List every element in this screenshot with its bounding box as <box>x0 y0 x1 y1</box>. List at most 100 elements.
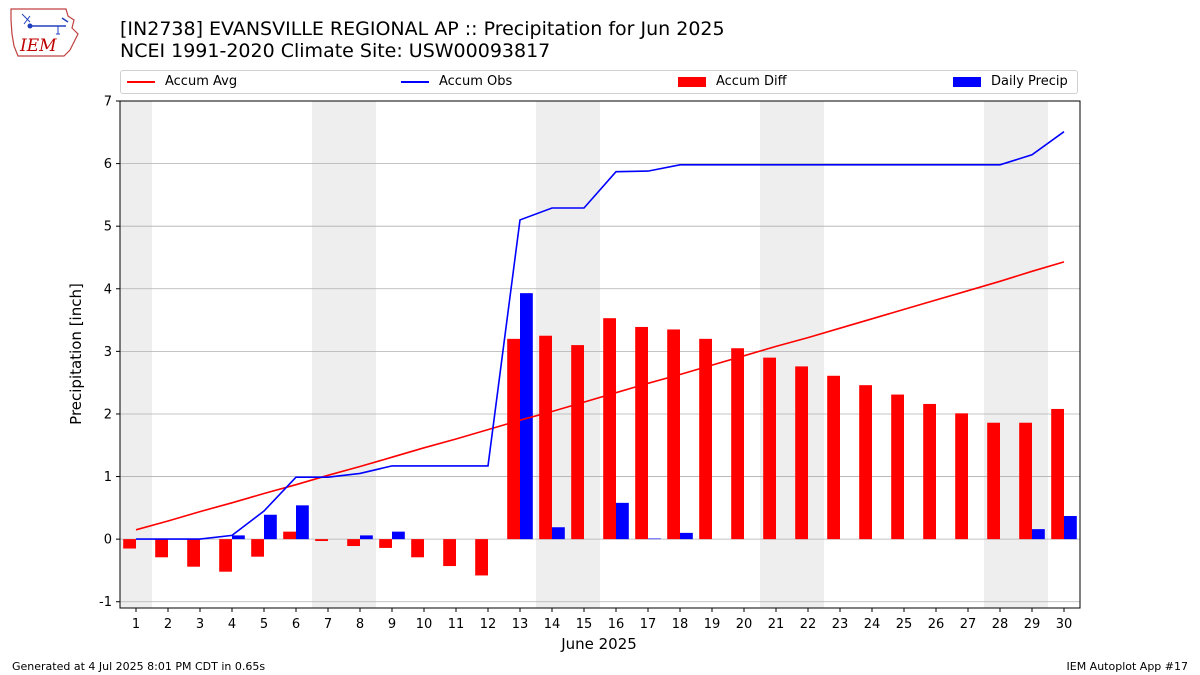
legend-item-daily-precip: Daily Precip <box>953 74 1068 90</box>
accum-diff-bar-day-18 <box>667 329 680 540</box>
legend-label-accum-obs: Accum Obs <box>439 74 513 89</box>
x-tick-label-20: 20 <box>736 617 753 632</box>
x-tick-label-7: 7 <box>324 617 332 632</box>
legend-swatch-daily-precip <box>953 77 981 87</box>
weekend-shade-day-7 <box>312 101 344 608</box>
accum-diff-bar-day-12 <box>475 539 488 576</box>
accum-diff-bar-day-24 <box>859 385 872 540</box>
accum-diff-bar-day-1 <box>123 539 136 549</box>
y-tick-label-6: 6 <box>104 157 112 172</box>
x-tick-label-13: 13 <box>512 617 529 632</box>
x-tick-label-24: 24 <box>864 617 881 632</box>
iem-logo: IEM <box>10 8 79 57</box>
x-tick-label-10: 10 <box>416 617 433 632</box>
footer-app: IEM Autoplot App #17 <box>1066 660 1189 673</box>
x-tick-label-23: 23 <box>832 617 849 632</box>
x-tick-label-12: 12 <box>480 617 497 632</box>
y-tick-label-7: 7 <box>104 95 112 110</box>
legend-label-daily-precip: Daily Precip <box>991 74 1068 89</box>
title-line-2: NCEI 1991-2020 Climate Site: USW00093817 <box>120 40 551 62</box>
accum-diff-bar-day-26 <box>923 403 936 540</box>
y-tick-label--1: -1 <box>99 595 112 610</box>
daily-precip-bar-day-5 <box>264 514 277 540</box>
x-tick-label-9: 9 <box>388 617 396 632</box>
x-tick-label-1: 1 <box>132 617 140 632</box>
daily-precip-bar-day-4 <box>232 535 245 540</box>
accum-diff-bar-day-16 <box>603 318 616 540</box>
accum-diff-bar-day-9 <box>379 539 392 548</box>
line-accum-obs <box>136 131 1065 540</box>
x-tick-label-17: 17 <box>640 617 657 632</box>
daily-precip-bar-day-17 <box>648 538 661 540</box>
legend-item-accum-obs: Accum Obs <box>401 74 512 90</box>
legend-label-accum-diff: Accum Diff <box>716 74 787 89</box>
x-tick-label-21: 21 <box>768 617 785 632</box>
accum-diff-bar-day-15 <box>571 345 584 540</box>
legend-label-accum-avg: Accum Avg <box>165 74 238 89</box>
x-tick-label-11: 11 <box>448 617 465 632</box>
weekend-shade-day-1 <box>120 101 152 608</box>
accum-diff-bar-day-10 <box>411 539 424 558</box>
accum-diff-bar-day-23 <box>827 375 840 540</box>
accum-diff-bar-day-29 <box>1019 422 1032 540</box>
logo-text: IEM <box>19 36 57 56</box>
y-tick-label-2: 2 <box>104 407 112 422</box>
chart-legend: Accum Avg Accum Obs Accum Diff Daily Pre… <box>120 70 1078 94</box>
x-tick-label-30: 30 <box>1056 617 1073 632</box>
accum-diff-bar-day-17 <box>635 326 648 540</box>
x-tick-label-29: 29 <box>1024 617 1041 632</box>
accum-diff-bar-day-7 <box>315 539 328 542</box>
y-tick-label-3: 3 <box>104 345 112 360</box>
daily-precip-bar-day-14 <box>552 527 565 540</box>
y-tick-label-1: 1 <box>104 470 112 485</box>
accum-diff-bar-day-30 <box>1051 408 1064 540</box>
x-tick-label-6: 6 <box>292 617 300 632</box>
daily-precip-bar-day-8 <box>360 535 373 540</box>
weekend-shade-day-8 <box>344 101 376 608</box>
x-tick-label-2: 2 <box>164 617 172 632</box>
accum-diff-bar-day-6 <box>283 531 296 540</box>
legend-swatch-accum-diff <box>678 77 706 87</box>
x-tick-label-15: 15 <box>576 617 593 632</box>
accum-diff-bar-day-22 <box>795 366 808 540</box>
daily-precip-bar-day-16 <box>616 502 629 540</box>
daily-precip-bar-day-13 <box>520 293 533 540</box>
accum-diff-bar-day-19 <box>699 338 712 540</box>
legend-item-accum-avg: Accum Avg <box>127 74 237 90</box>
accum-diff-bar-day-25 <box>891 394 904 540</box>
x-tick-label-3: 3 <box>196 617 204 632</box>
lines-layer <box>135 131 1065 540</box>
y-axis-label: Precipitation [inch] <box>67 283 85 425</box>
accum-diff-bar-day-14 <box>539 335 552 540</box>
x-tick-label-14: 14 <box>544 617 561 632</box>
accum-diff-bar-day-4 <box>219 539 232 572</box>
legend-item-accum-diff: Accum Diff <box>678 74 787 90</box>
x-axis-label: June 2025 <box>560 635 637 653</box>
accum-diff-bar-day-2 <box>155 539 168 558</box>
x-tick-label-28: 28 <box>992 617 1009 632</box>
accum-diff-bar-day-20 <box>731 348 744 540</box>
legend-swatch-accum-avg <box>127 81 155 83</box>
y-tick-label-0: 0 <box>104 533 112 548</box>
x-tick-label-5: 5 <box>260 617 268 632</box>
x-tick-label-4: 4 <box>228 617 236 632</box>
daily-precip-bar-day-18 <box>680 532 693 540</box>
daily-precip-bar-day-6 <box>296 505 309 540</box>
x-tick-label-25: 25 <box>896 617 913 632</box>
accum-diff-bar-day-28 <box>987 422 1000 540</box>
accum-diff-bar-day-27 <box>955 413 968 540</box>
daily-precip-bar-day-9 <box>392 531 405 540</box>
line-accum-avg <box>135 261 1065 531</box>
y-tick-label-5: 5 <box>104 220 112 235</box>
chart-title: [IN2738] EVANSVILLE REGIONAL AP :: Preci… <box>120 18 725 62</box>
accum-diff-bar-day-11 <box>443 539 456 567</box>
y-tick-label-4: 4 <box>104 282 112 297</box>
legend-swatch-accum-obs <box>401 81 429 83</box>
x-tick-label-19: 19 <box>704 617 721 632</box>
accum-diff-bar-day-5 <box>251 539 264 557</box>
bars-layer <box>123 293 1077 576</box>
title-line-1: [IN2738] EVANSVILLE REGIONAL AP :: Preci… <box>120 18 725 40</box>
x-tick-label-18: 18 <box>672 617 689 632</box>
